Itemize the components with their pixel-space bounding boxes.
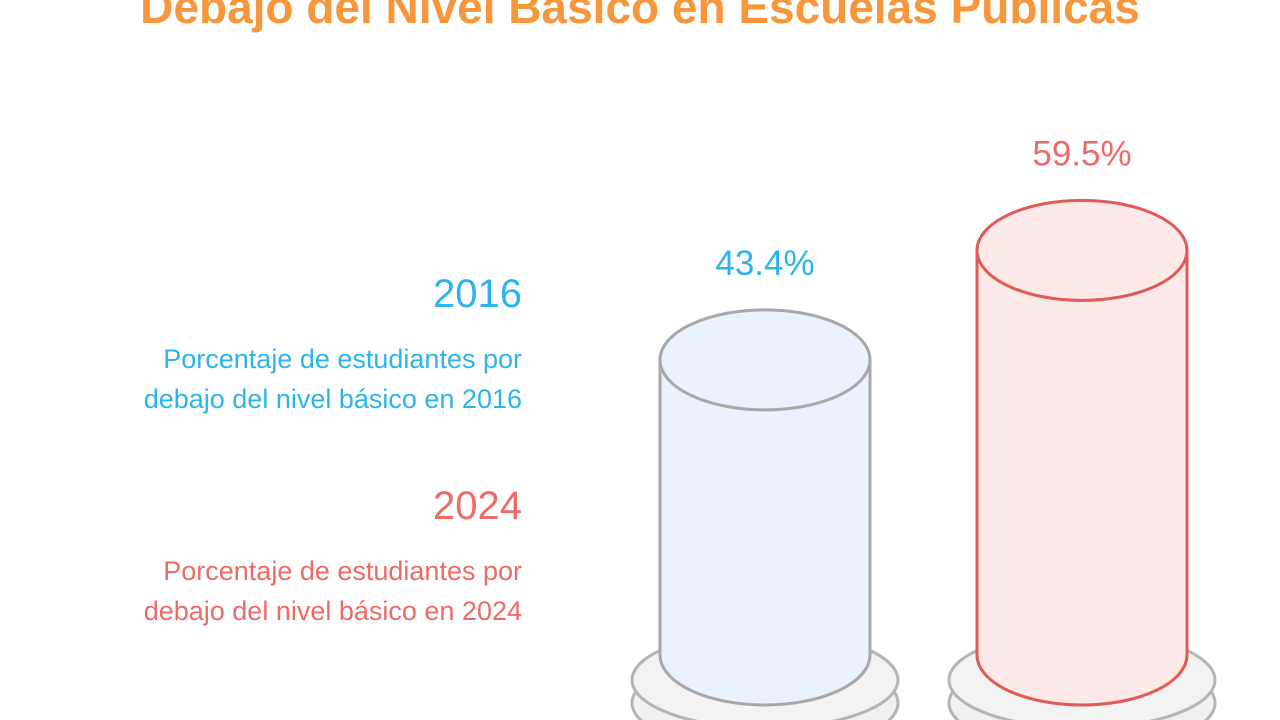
chart-title: Debajo del Nivel Básico en Escuelas Públ… xyxy=(140,0,1140,33)
legend-year-2016: 2016 xyxy=(433,272,522,316)
legend-desc-2016-line2: debajo del nivel básico en 2016 xyxy=(143,384,522,414)
cylinder-top-2024 xyxy=(975,198,1189,302)
legend-2016: 2016 Porcentaje de estudiantes por debaj… xyxy=(144,272,522,419)
legend-desc-2024-line2: debajo del nivel básico en 2024 xyxy=(143,596,522,626)
cylinder-top-2016 xyxy=(658,308,872,412)
cylinder-body-2024 xyxy=(975,248,1189,707)
value-label-2016: 43.4% xyxy=(715,244,814,283)
legend-2024: 2024 Porcentaje de estudiantes por debaj… xyxy=(144,484,522,631)
legend-desc-2016-line1: Porcentaje de estudiantes por xyxy=(163,344,522,374)
legend-desc-2024-line1: Porcentaje de estudiantes por xyxy=(163,556,522,586)
value-label-2024: 59.5% xyxy=(1032,134,1131,173)
cylinder-body-2016 xyxy=(658,358,872,707)
legend-year-2024: 2024 xyxy=(433,484,522,528)
